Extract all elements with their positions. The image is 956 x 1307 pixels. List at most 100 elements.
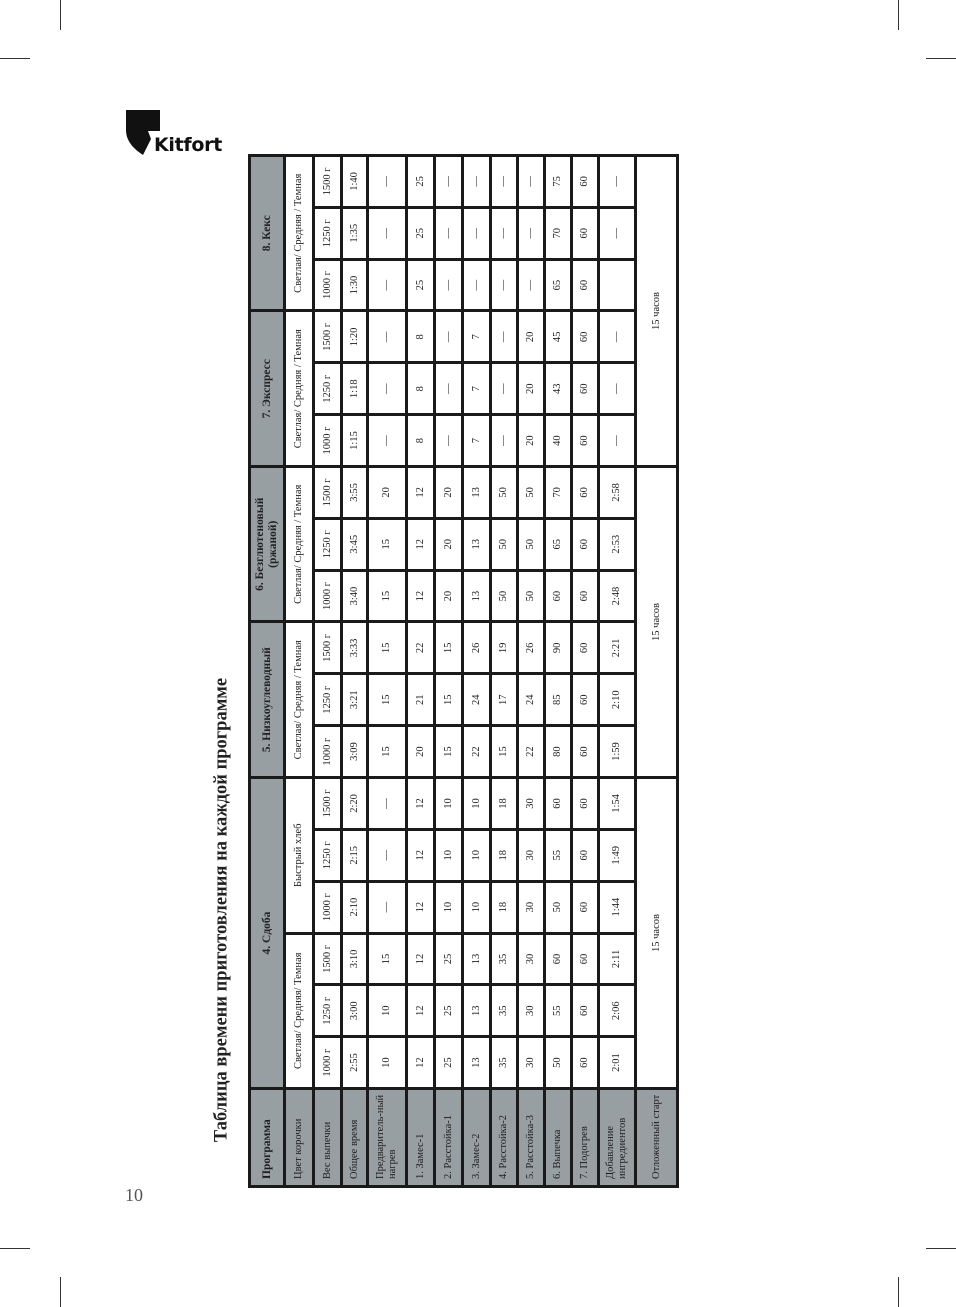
value-cell: 20 xyxy=(517,362,545,415)
value-cell: 12 xyxy=(406,933,435,985)
weight-cell: 1000 г xyxy=(313,725,342,778)
value-cell: 60 xyxy=(571,518,599,571)
value-cell: 50 xyxy=(490,518,518,571)
crop-mark xyxy=(898,0,899,30)
row-label: 4. Расстойка-2 xyxy=(490,1088,518,1187)
row-label: Общее время xyxy=(341,1088,368,1187)
page-number: 10 xyxy=(125,1185,143,1205)
value-cell: 12 xyxy=(406,984,435,1037)
value-cell: 60 xyxy=(544,777,572,830)
weight-cell: 1000 г xyxy=(313,259,342,311)
value-cell: 60 xyxy=(571,621,599,674)
value-cell: 35 xyxy=(490,933,518,985)
table-row: Общее время 2:55 3:00 3:10 2:10 2:15 2:20 3:09 3… xyxy=(341,155,368,1187)
value-cell: 10 xyxy=(462,829,491,882)
value-cell: 2:53 xyxy=(598,518,636,571)
weight-cell: 1250 г xyxy=(313,673,342,726)
weight-cell: 1250 г xyxy=(313,518,342,571)
value-cell: 60 xyxy=(571,673,599,726)
value-cell: — xyxy=(367,155,407,208)
value-cell: 12 xyxy=(406,570,435,622)
value-cell: 25 xyxy=(406,155,435,208)
value-cell: 3:55 xyxy=(341,466,368,519)
value-cell: 50 xyxy=(490,570,518,622)
weight-cell: 1500 г xyxy=(313,777,342,830)
table-row: Отложенный старт 15 часов 15 часов 15 часов xyxy=(635,155,678,1187)
value-cell: 20 xyxy=(517,310,545,363)
value-cell: 17 xyxy=(490,673,518,726)
value-cell: 60 xyxy=(544,570,572,622)
row-label: Цвет корочки xyxy=(284,1088,314,1187)
delayed-start-value: 15 часов xyxy=(635,155,678,467)
value-cell: 80 xyxy=(544,725,572,778)
value-cell: — xyxy=(517,259,545,311)
crust-color: Светлая/ Средняя/ Темная xyxy=(284,933,314,1089)
weight-cell: 1000 г xyxy=(313,881,342,934)
crust-color: Быстрый хлеб xyxy=(284,777,314,934)
program-name: 5. Низкоуглеводный xyxy=(249,621,285,778)
value-cell: 3:09 xyxy=(341,725,368,778)
value-cell: 10 xyxy=(462,777,491,830)
value-cell: 7 xyxy=(462,362,491,415)
program-table: Программа 4. Сдоба 5. Низкоуглеводный 6. Бе… xyxy=(248,154,679,1188)
value-cell: 24 xyxy=(462,673,491,726)
value-cell: 65 xyxy=(544,259,572,311)
value-cell: 2:58 xyxy=(598,466,636,519)
value-cell: — xyxy=(434,207,463,260)
value-cell: — xyxy=(367,310,407,363)
value-cell: 25 xyxy=(434,1036,463,1089)
value-cell: 2:21 xyxy=(598,621,636,674)
value-cell: 3:33 xyxy=(341,621,368,674)
row-label: 6. Выпечка xyxy=(544,1088,572,1187)
value-cell: 2:10 xyxy=(598,673,636,726)
value-cell: — xyxy=(462,259,491,311)
value-cell: — xyxy=(462,155,491,208)
value-cell: — xyxy=(490,362,518,415)
value-cell: 60 xyxy=(571,207,599,260)
value-cell: 10 xyxy=(434,881,463,934)
value-cell: 12 xyxy=(406,518,435,571)
value-cell: 20 xyxy=(434,518,463,571)
value-cell: — xyxy=(517,155,545,208)
value-cell: 60 xyxy=(571,725,599,778)
weight-cell: 1250 г xyxy=(313,984,342,1037)
value-cell: 1:35 xyxy=(341,207,368,260)
value-cell: 8 xyxy=(406,310,435,363)
value-cell: 2:15 xyxy=(341,829,368,882)
value-cell: 60 xyxy=(571,259,599,311)
value-cell: 22 xyxy=(406,621,435,674)
value-cell: 60 xyxy=(571,310,599,363)
value-cell: 2:01 xyxy=(598,1036,636,1089)
value-cell: 1:40 xyxy=(341,155,368,208)
value-cell: 1:15 xyxy=(341,414,368,467)
value-cell: 15 xyxy=(367,621,407,674)
value-cell: 26 xyxy=(517,621,545,674)
row-label: Добавление ингредиентов xyxy=(598,1088,636,1187)
value-cell: 1:30 xyxy=(341,259,368,311)
value-cell: 30 xyxy=(517,933,545,985)
row-label: Отложенный старт xyxy=(635,1088,678,1187)
value-cell: 50 xyxy=(544,881,572,934)
value-cell: 8 xyxy=(406,414,435,467)
value-cell: 1:18 xyxy=(341,362,368,415)
table-row: Вес выпечки 1000 г 1250 г 1500 г 1000 г 1250 … xyxy=(313,155,342,1187)
value-cell: 20 xyxy=(517,414,545,467)
weight-cell: 1500 г xyxy=(313,933,342,985)
value-cell: 7 xyxy=(462,414,491,467)
value-cell: 35 xyxy=(490,984,518,1037)
table-row: 3. Замес-2 13 13 13 10 10 10 22 24 26 13 13 13 7 7 7— — — xyxy=(462,155,491,1187)
value-cell: — xyxy=(434,155,463,208)
crop-mark xyxy=(898,1277,899,1307)
crust-color: Светлая/ Средняя / Темная xyxy=(284,466,314,622)
value-cell: 50 xyxy=(490,466,518,519)
value-cell: 1:54 xyxy=(598,777,636,830)
value-cell: 15 xyxy=(490,725,518,778)
value-cell xyxy=(598,259,636,311)
value-cell: 13 xyxy=(462,1036,491,1089)
value-cell: 20 xyxy=(406,725,435,778)
value-cell: 1:59 xyxy=(598,725,636,778)
value-cell: 22 xyxy=(462,725,491,778)
value-cell: 10 xyxy=(434,829,463,882)
value-cell: 20 xyxy=(434,570,463,622)
value-cell: 24 xyxy=(517,673,545,726)
